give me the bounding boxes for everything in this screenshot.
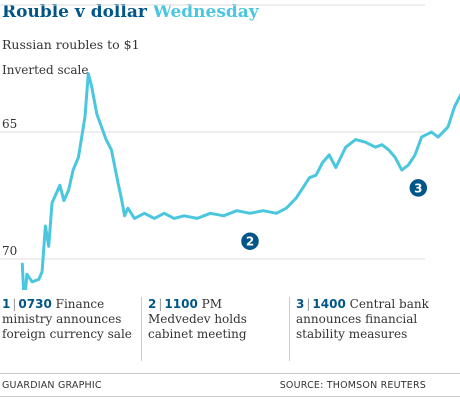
series-line [20, 72, 460, 290]
title-main: Rouble v dollar [2, 2, 147, 22]
annotation-3-time: 1400 [312, 297, 346, 311]
annotation-1: 1 | 0730 Finance ministry announces foreig… [2, 297, 134, 342]
annotation-2: 2 | 1100 PM Medvedev holds cabinet meeting [148, 297, 280, 342]
scale-note: Inverted scale [2, 63, 89, 77]
event-marker-2 [239, 230, 261, 252]
y-tick-label: 70 [2, 244, 17, 258]
annotation-2-separator: | [158, 297, 163, 311]
annotation-3-number: 3 [296, 297, 305, 311]
chart-title: Rouble v dollar Wednesday [2, 2, 259, 22]
event-marker-label: 2 [246, 235, 254, 249]
line-chart: 6570750700 GMT09001100130015001700123 [0, 4, 460, 290]
annotation-1-number: 1 [2, 297, 11, 311]
annotation-1-text: Finance ministry announces foreign curre… [2, 297, 132, 341]
event-marker-label: 3 [414, 181, 422, 195]
annotation-3-text: Central bank announces financial stabili… [296, 297, 429, 341]
annotation-divider [141, 297, 142, 361]
annotation-2-text: PM Medvedev holds cabinet meeting [148, 297, 247, 341]
footer-credit: GUARDIAN GRAPHIC [2, 380, 102, 391]
annotation-2-time: 1100 [164, 297, 198, 311]
event-marker-3 [408, 177, 429, 199]
title-accent: Wednesday [152, 2, 259, 22]
annotation-divider [289, 297, 290, 361]
annotation-1-time: 0730 [18, 297, 52, 311]
annotation-3-separator: | [306, 297, 311, 311]
y-tick-label: 65 [2, 117, 17, 131]
footer-rule [0, 373, 460, 374]
chart-subtitle: Russian roubles to $1 [2, 37, 140, 52]
footer-bottom-rule [0, 396, 460, 397]
annotation-3: 3 | 1400 Central bank announces financial … [296, 297, 430, 342]
footer-source: SOURCE: THOMSON REUTERS [279, 380, 426, 391]
annotation-1-separator: | [12, 297, 17, 311]
annotation-2-number: 2 [148, 297, 157, 311]
